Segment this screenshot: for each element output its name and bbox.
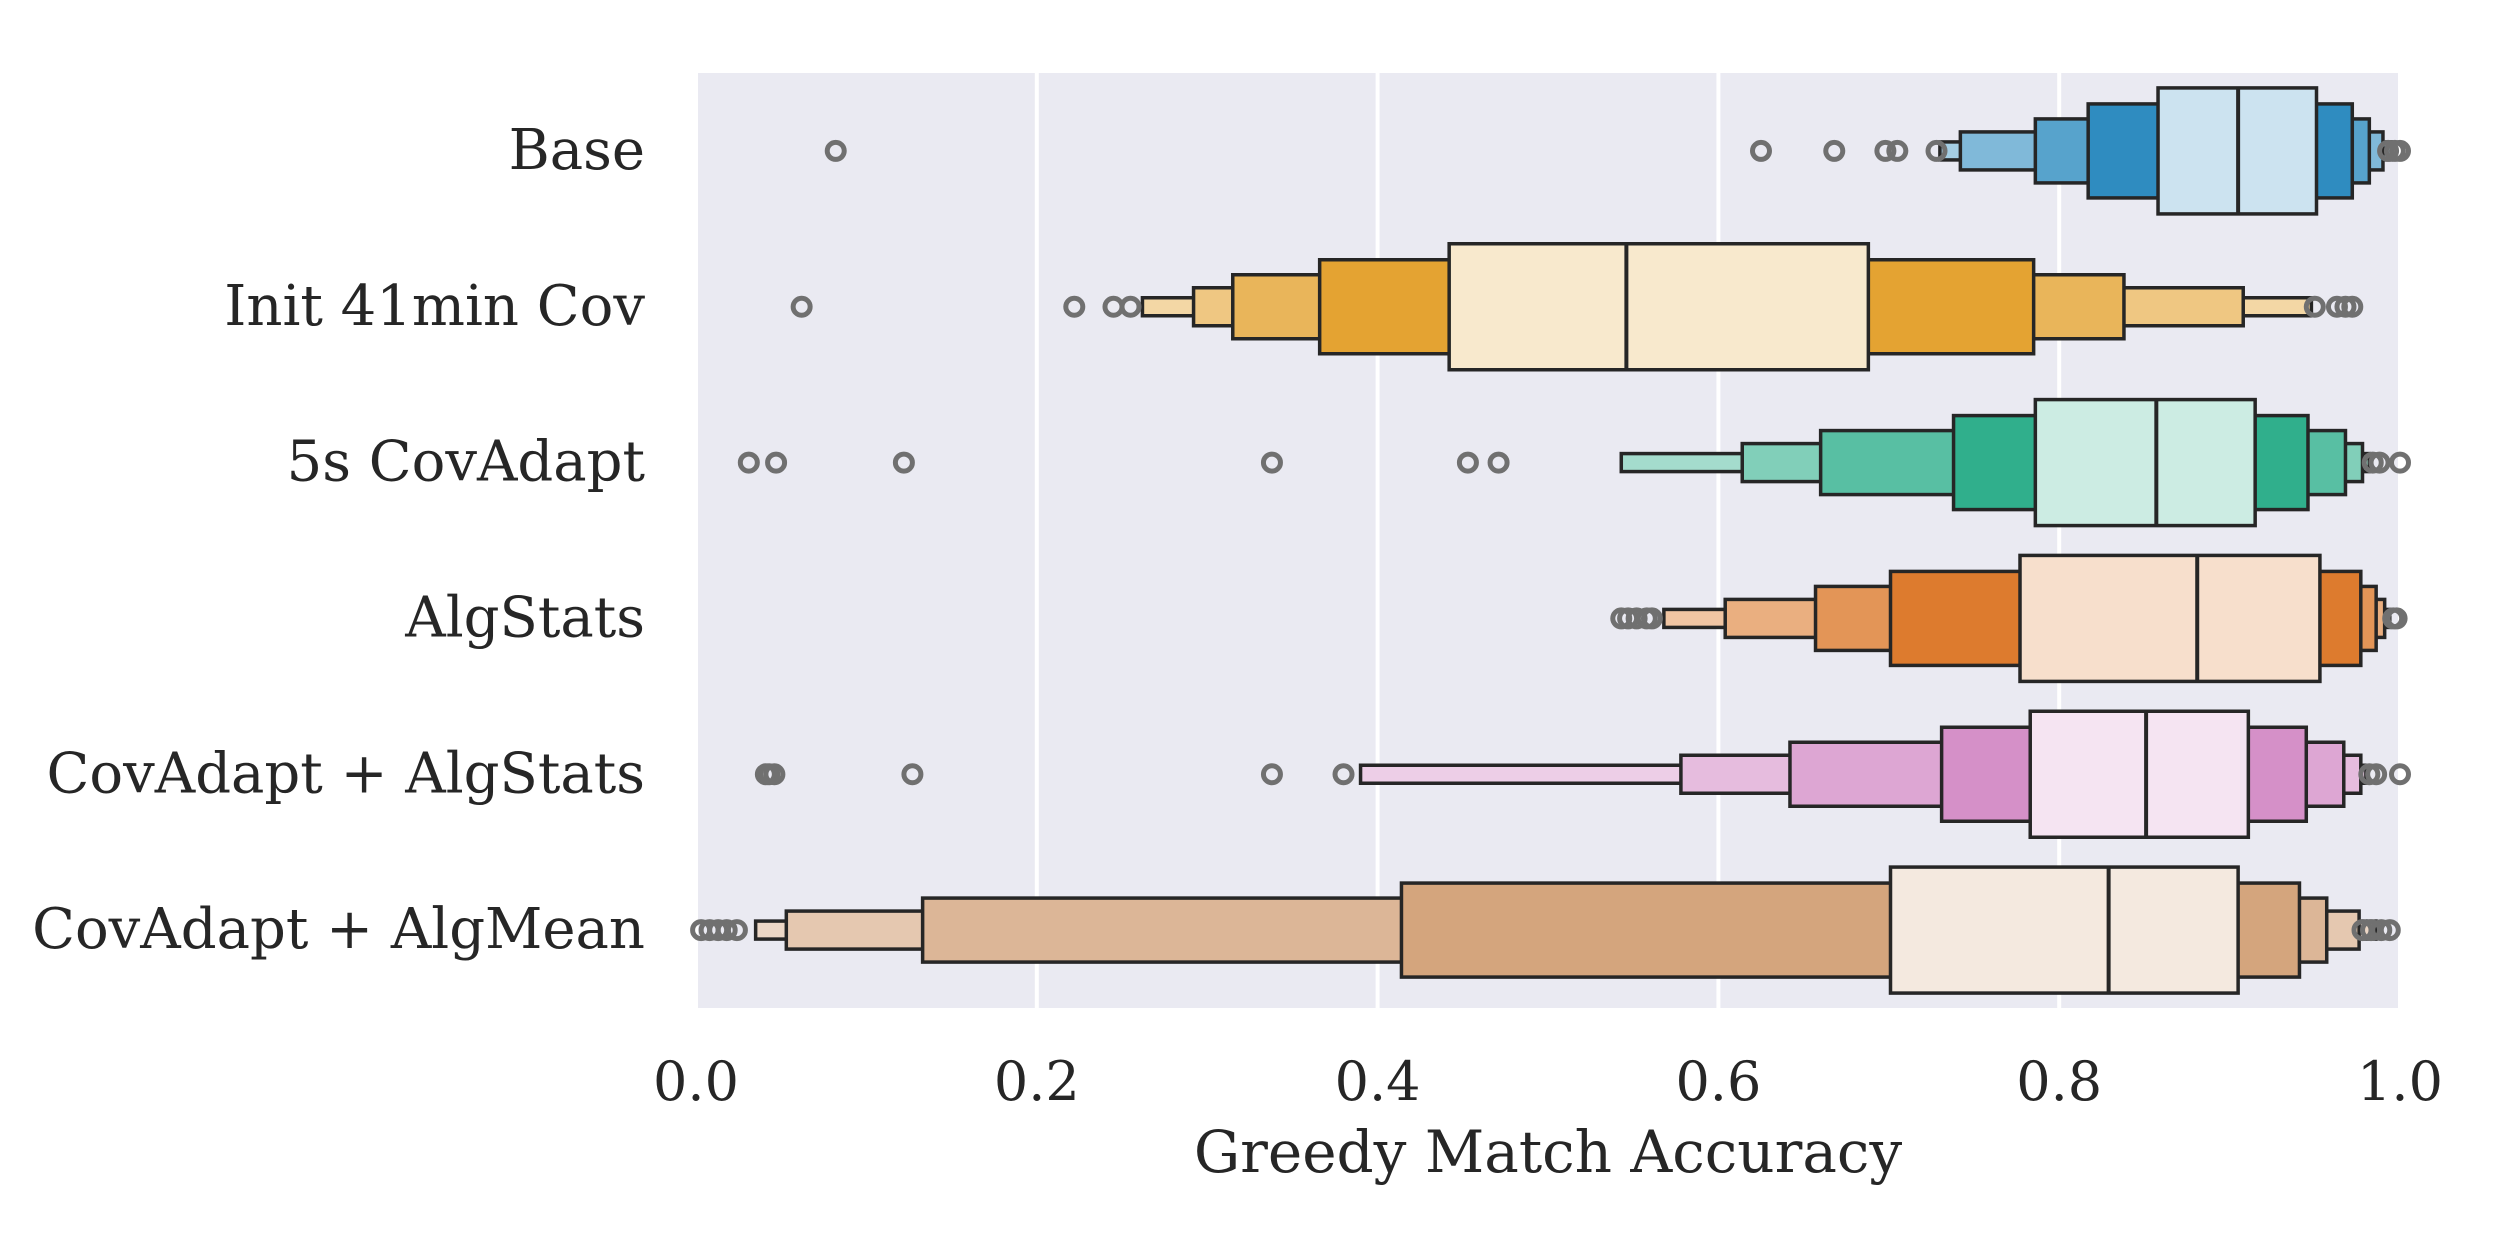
outlier-point — [2389, 763, 2411, 786]
boxen-level-1 — [2018, 553, 2322, 684]
outlier-point — [1640, 607, 1663, 630]
outlier-point — [790, 295, 813, 318]
x-axis-label: Greedy Match Accuracy — [1194, 1118, 1903, 1186]
outlier-point — [1260, 451, 1283, 474]
outlier-point — [2303, 295, 2326, 318]
outlier-point — [715, 919, 738, 942]
outlier-point — [2341, 295, 2364, 318]
category-label: AlgStats — [404, 585, 645, 650]
outlier-point — [1119, 295, 1142, 318]
outlier-point — [2370, 919, 2393, 942]
category-label: Init 41min Cov — [224, 274, 645, 339]
gridlines — [694, 73, 2402, 1008]
outlier-point — [1823, 139, 1846, 162]
x-tick-label: 0.2 — [994, 1050, 1080, 1113]
boxen-level-1 — [1447, 242, 1871, 372]
outlier-point — [2389, 451, 2411, 474]
outlier-point — [1260, 763, 1283, 786]
boxen-level-1 — [2033, 397, 2257, 528]
outlier-point — [901, 763, 924, 786]
x-tick-labels: 0.0 0.2 0.4 0.6 0.8 1.0 — [653, 1050, 2443, 1113]
boxen-level-1 — [2028, 709, 2251, 839]
x-tick-label: 1.0 — [2357, 1050, 2443, 1113]
plot-background — [696, 73, 2400, 1008]
x-tick-label: 0.8 — [2016, 1050, 2102, 1113]
outlier-point — [2368, 451, 2391, 474]
outlier-point — [1332, 763, 1355, 786]
outlier-point — [1750, 139, 1772, 162]
outlier-point — [763, 763, 786, 786]
category-label: 5s CovAdapt — [287, 430, 646, 495]
outlier-point — [2385, 607, 2408, 630]
category-label: CovAdapt + AlgMean — [32, 897, 645, 962]
boxen-level-1 — [1888, 865, 2240, 995]
outlier-point — [1886, 139, 1909, 162]
series-6 — [690, 865, 2401, 995]
outlier-point — [2389, 139, 2411, 162]
outlier-point — [892, 451, 915, 474]
outlier-point — [1456, 451, 1479, 474]
series-4 — [1610, 553, 2408, 684]
outlier-point — [824, 139, 847, 162]
category-label: Base — [509, 118, 645, 183]
outlier-point — [2378, 919, 2401, 942]
outlier-point — [765, 451, 788, 474]
outlier-point — [2365, 763, 2388, 786]
outlier-point — [737, 451, 760, 474]
outlier-point — [1874, 139, 1897, 162]
outlier-point — [1925, 139, 1948, 162]
category-labels: Base Init 41min Cov 5s CovAdapt AlgStats Cov… — [32, 118, 645, 962]
series-5 — [754, 709, 2411, 839]
outlier-point — [1487, 451, 1510, 474]
x-tick-label: 0.0 — [653, 1050, 739, 1113]
outlier-point — [725, 919, 748, 942]
category-label: CovAdapt + AlgStats — [47, 741, 645, 806]
series-2 — [790, 242, 2364, 372]
series-1 — [824, 86, 2411, 216]
boxen-series — [690, 86, 2411, 995]
x-tick-label: 0.6 — [1675, 1050, 1761, 1113]
outlier-point — [1063, 295, 1086, 318]
x-tick-label: 0.4 — [1335, 1050, 1421, 1113]
series-3 — [737, 397, 2411, 528]
